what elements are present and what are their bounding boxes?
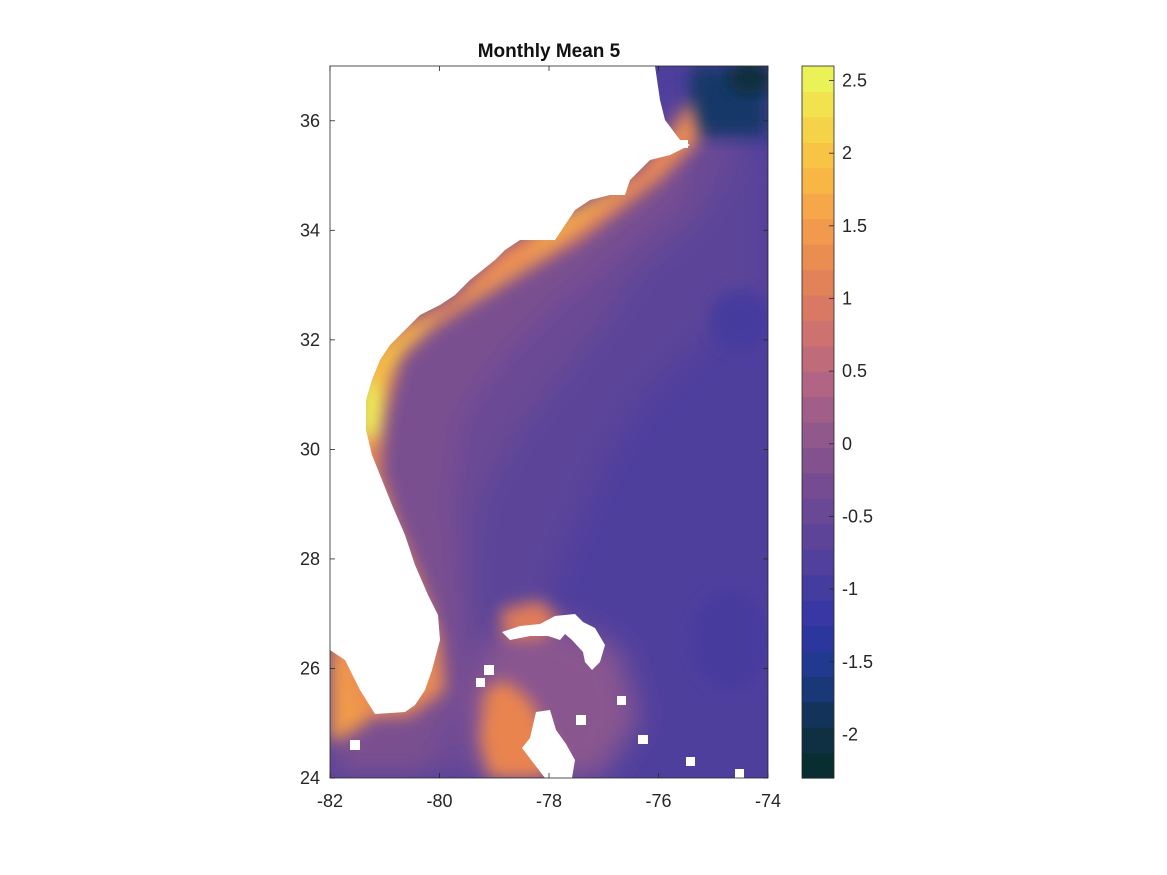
colorbar-tick-label: 0 bbox=[842, 434, 852, 454]
land-cay-8 bbox=[350, 740, 360, 750]
colorbar-band bbox=[802, 472, 834, 499]
y-tick-label: 36 bbox=[300, 111, 320, 131]
colorbar-tick-label: 0.5 bbox=[842, 361, 867, 381]
land-mainland bbox=[330, 66, 690, 714]
florida-bay-warm bbox=[330, 650, 370, 740]
colorbar-band bbox=[802, 727, 834, 754]
y-tick-label: 34 bbox=[300, 220, 320, 240]
colorbar-band bbox=[802, 91, 834, 118]
colorbar-band bbox=[802, 549, 834, 576]
colorbar-band bbox=[802, 676, 834, 703]
colorbar-band bbox=[802, 650, 834, 677]
y-axis: 24 26 28 30 32 34 36 bbox=[300, 111, 768, 788]
land-andros bbox=[522, 710, 575, 778]
colorbar-band bbox=[802, 422, 834, 449]
colorbar-band bbox=[802, 752, 834, 779]
land-mask bbox=[330, 66, 744, 778]
colorbar-band bbox=[802, 193, 834, 220]
colorbar-band bbox=[802, 167, 834, 194]
colorbar-band bbox=[802, 116, 834, 143]
land-cay-4 bbox=[617, 696, 626, 705]
colorbar-band bbox=[802, 371, 834, 398]
x-tick-label: -76 bbox=[645, 791, 671, 811]
x-axis: -82 -80 -78 -76 -74 bbox=[317, 66, 781, 811]
southeast-low-patch bbox=[692, 590, 768, 690]
land-grand-bahama bbox=[502, 614, 605, 670]
colorbar-tick-label: -2 bbox=[842, 724, 858, 744]
colorbar-tick-label: 2.5 bbox=[842, 71, 867, 91]
land-cay-10 bbox=[680, 140, 688, 148]
colorbar-tick-label: 1 bbox=[842, 288, 852, 308]
colorbar-band bbox=[802, 523, 834, 550]
colorbar-tick-label: -1 bbox=[842, 579, 858, 599]
colorbar-band bbox=[802, 66, 834, 93]
colorbar-band bbox=[802, 218, 834, 245]
east-low-patch bbox=[710, 290, 768, 350]
colorbar-band bbox=[802, 244, 834, 271]
land-cay-2 bbox=[476, 678, 485, 687]
x-tick-label: -74 bbox=[755, 791, 781, 811]
land-cay-6 bbox=[686, 757, 695, 766]
colorbar-band bbox=[802, 345, 834, 372]
y-tick-label: 24 bbox=[300, 768, 320, 788]
colorbar-band bbox=[802, 294, 834, 321]
y-tick-label: 32 bbox=[300, 330, 320, 350]
land-cay-1 bbox=[484, 665, 494, 675]
y-tick-label: 28 bbox=[300, 549, 320, 569]
colorbar-band bbox=[802, 625, 834, 652]
colorbar-band bbox=[802, 320, 834, 347]
colorbar-frame bbox=[801, 65, 835, 779]
chart-title: Monthly Mean 5 bbox=[478, 41, 621, 62]
colorbar-tick-label: 1.5 bbox=[842, 216, 867, 236]
colorbar-tick-label: -0.5 bbox=[842, 506, 873, 526]
x-tick-label: -80 bbox=[426, 791, 452, 811]
colorbar-band bbox=[802, 447, 834, 474]
colorbar-band bbox=[802, 142, 834, 169]
y-tick-label: 30 bbox=[300, 439, 320, 459]
land-cay-5 bbox=[638, 735, 648, 744]
colorbar-band bbox=[802, 600, 834, 627]
colorbar-band bbox=[802, 396, 834, 423]
y-tick-label: 26 bbox=[300, 658, 320, 678]
colorbar-ticks: 2.5 2 1.5 1 0.5 0 -0.5 -1 -1.5 -2 bbox=[829, 71, 873, 744]
colorbar-band bbox=[802, 701, 834, 728]
colorbar-band bbox=[802, 498, 834, 525]
colorbar-bands bbox=[802, 66, 834, 779]
colorbar: 2.5 2 1.5 1 0.5 0 -0.5 -1 -1.5 -2 bbox=[801, 65, 873, 779]
northeast-deep-core bbox=[728, 66, 768, 94]
x-tick-label: -78 bbox=[536, 791, 562, 811]
land-cay-7 bbox=[735, 769, 744, 778]
land-cay-3 bbox=[576, 715, 586, 725]
colorbar-band bbox=[802, 269, 834, 296]
colorbar-band bbox=[802, 574, 834, 601]
map-field bbox=[330, 66, 768, 778]
colorbar-tick-label: 2 bbox=[842, 143, 852, 163]
x-tick-label: -82 bbox=[317, 791, 343, 811]
colorbar-tick-label: -1.5 bbox=[842, 652, 873, 672]
land-cay-9 bbox=[642, 112, 652, 120]
